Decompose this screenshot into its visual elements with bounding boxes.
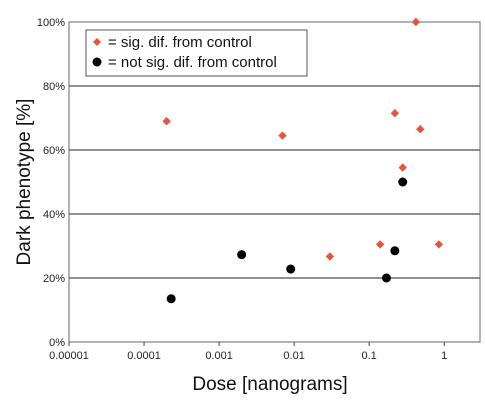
not-sig-diff-point <box>398 177 408 187</box>
y-tick-label: 80% <box>43 81 65 93</box>
y-tick-label: 20% <box>43 273 65 285</box>
grid-lines <box>69 85 480 279</box>
x-axis-ticks: 0.00001 0.0001 0.001 0.01 0.1 1 <box>49 342 447 362</box>
legend-circle-icon <box>92 57 102 67</box>
sig-diff-point <box>375 240 385 249</box>
x-tick-label: 1 <box>441 350 447 362</box>
not-sig-diff-point <box>381 273 391 283</box>
legend-diamond-icon <box>93 38 101 46</box>
sig-diff-point <box>278 131 287 140</box>
y-tick-label: 60% <box>43 145 65 157</box>
sig-diff-point <box>398 163 407 172</box>
y-axis-ticks: 0% 20% 40% 60% 80% 100% <box>37 17 65 349</box>
sig-diff-point <box>416 125 425 134</box>
legend: = sig. dif. from control = not sig. dif.… <box>85 29 308 77</box>
legend-box <box>85 29 308 77</box>
sig-diff-point <box>411 17 421 27</box>
data-points <box>162 17 444 304</box>
sig-diff-point <box>325 252 335 261</box>
x-tick-label: 0.0001 <box>127 350 161 362</box>
not-sig-diff-point <box>390 246 400 256</box>
x-axis-title: Dose [nanograms] <box>192 374 347 395</box>
not-sig-diff-point <box>286 264 296 274</box>
x-tick-label: 0.001 <box>205 350 233 362</box>
x-tick-label: 0.00001 <box>49 350 89 362</box>
x-tick-label: 0.1 <box>362 350 377 362</box>
legend-label-sig: = sig. dif. from control <box>108 34 252 51</box>
y-tick-label: 0% <box>49 337 65 349</box>
sig-diff-point <box>390 109 400 118</box>
not-sig-diff-point <box>166 294 176 304</box>
sig-diff-point <box>162 117 171 126</box>
y-axis-title: Dark phenotype [%] <box>14 99 35 266</box>
y-tick-label: 40% <box>43 209 65 221</box>
y-tick-label: 100% <box>37 17 65 29</box>
x-tick-label: 0.01 <box>283 350 304 362</box>
not-sig-diff-point <box>237 250 247 260</box>
legend-label-not-sig: = not sig. dif. from control <box>108 54 277 71</box>
plot-area-border <box>68 21 481 343</box>
sig-diff-point <box>434 240 444 249</box>
